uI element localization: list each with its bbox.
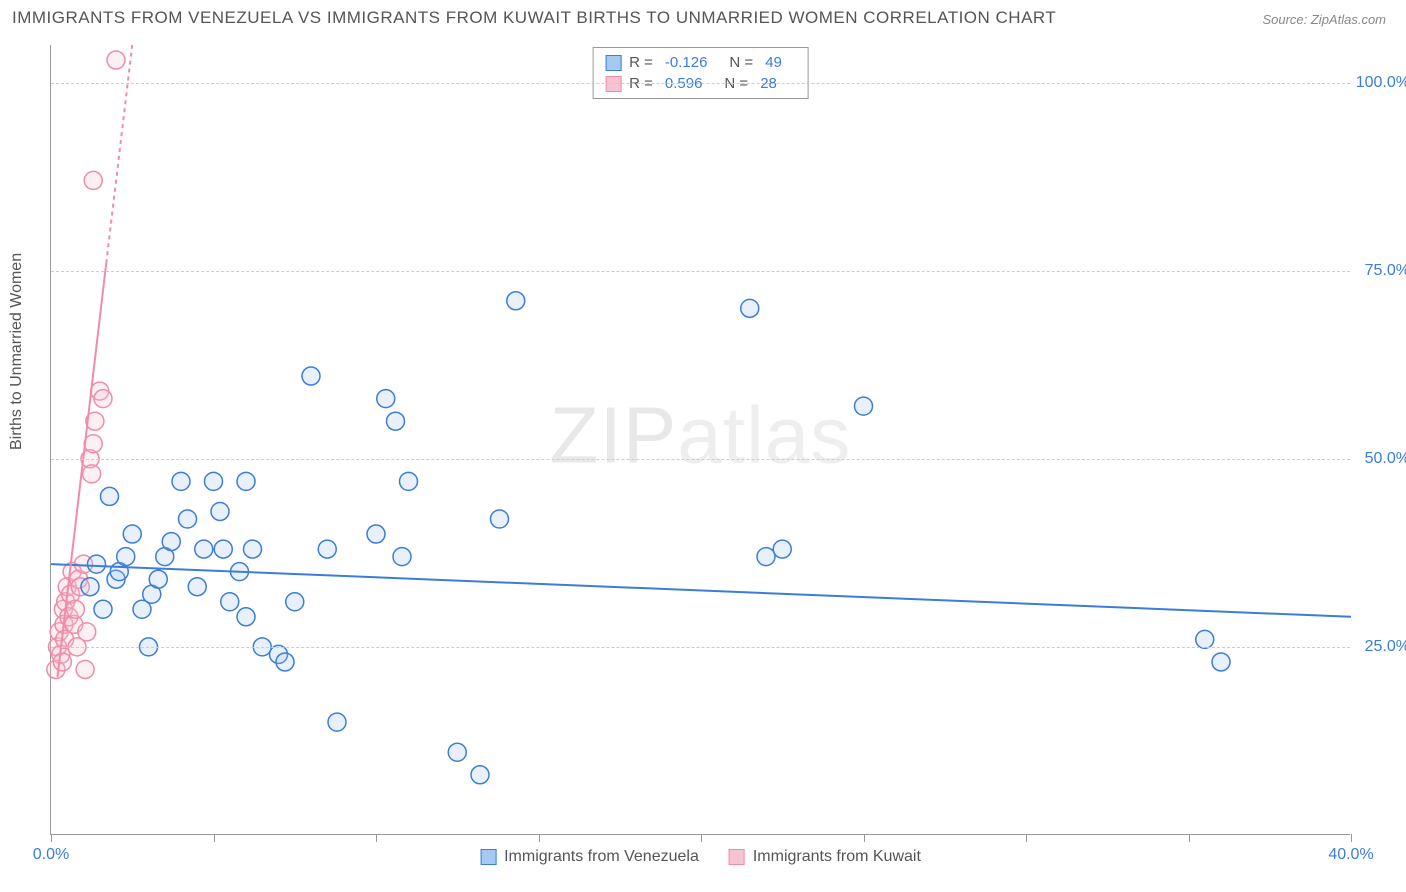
y-tick-label: 25.0% [1355,638,1406,656]
scatter-point [773,540,791,558]
scatter-point [53,653,71,671]
source-label: Source: ZipAtlas.com [1262,12,1386,27]
scatter-point [507,292,525,310]
scatter-point [286,593,304,611]
legend-correlation-box: R = -0.126 N = 49 R = 0.596 N = 28 [592,47,809,99]
scatter-point [76,660,94,678]
x-tick [701,834,702,842]
plot-area: ZIPatlas R = -0.126 N = 49 R = 0.596 N =… [50,45,1350,835]
x-tick [376,834,377,842]
scatter-point [214,540,232,558]
scatter-point [491,510,509,528]
scatter-point [237,608,255,626]
scatter-point [377,390,395,408]
x-tick-label: 0.0% [33,846,69,864]
scatter-point [393,548,411,566]
swatch-venezuela [605,55,621,71]
x-tick [214,834,215,842]
scatter-point [101,487,119,505]
scatter-point [83,465,101,483]
scatter-point [237,472,255,490]
gridline-horizontal [51,459,1350,460]
scatter-point [276,653,294,671]
scatter-point [1196,630,1214,648]
trend-line [106,45,132,263]
y-tick-label: 50.0% [1355,450,1406,468]
scatter-point [244,540,262,558]
scatter-point [162,533,180,551]
scatter-point [367,525,385,543]
x-tick [1189,834,1190,842]
legend-label: Immigrants from Kuwait [753,848,921,866]
scatter-point [195,540,213,558]
y-axis-label: Births to Unmarried Women [8,253,26,450]
scatter-point [117,548,135,566]
scatter-point [757,548,775,566]
stat-n-value: 49 [765,54,782,71]
scatter-point [107,51,125,69]
stat-r-value: -0.126 [665,54,708,71]
scatter-point [400,472,418,490]
stat-n-label: N = [729,54,753,71]
scatter-point [84,435,102,453]
gridline-horizontal [51,647,1350,648]
scatter-point [221,593,239,611]
x-tick [1351,834,1352,842]
y-tick-label: 100.0% [1355,74,1406,92]
scatter-point [471,766,489,784]
legend-label: Immigrants from Venezuela [504,848,699,866]
scatter-point [741,299,759,317]
legend-item-kuwait: Immigrants from Kuwait [729,848,921,866]
scatter-point [387,412,405,430]
x-tick-label: 40.0% [1328,846,1373,864]
legend-row-venezuela: R = -0.126 N = 49 [605,52,796,73]
scatter-point [84,171,102,189]
swatch-venezuela [480,849,496,865]
scatter-point [88,555,106,573]
scatter-point [149,570,167,588]
y-tick-label: 75.0% [1355,262,1406,280]
scatter-point [94,390,112,408]
scatter-point [211,502,229,520]
legend-item-venezuela: Immigrants from Venezuela [480,848,699,866]
x-tick [539,834,540,842]
scatter-point [123,525,141,543]
stat-r-label: R = [629,54,653,71]
scatter-point [78,623,96,641]
scatter-point [448,743,466,761]
scatter-point [855,397,873,415]
swatch-kuwait [729,849,745,865]
scatter-point [188,578,206,596]
scatter-point [302,367,320,385]
scatter-point [318,540,336,558]
gridline-horizontal [51,271,1350,272]
gridline-horizontal [51,83,1350,84]
legend-bottom: Immigrants from Venezuela Immigrants fro… [480,848,921,866]
scatter-point [81,578,99,596]
scatter-point [1212,653,1230,671]
chart-title: IMMIGRANTS FROM VENEZUELA VS IMMIGRANTS … [12,8,1056,28]
scatter-point [205,472,223,490]
x-tick [864,834,865,842]
scatter-point [66,600,84,618]
x-tick [1026,834,1027,842]
scatter-svg [51,45,1350,834]
scatter-point [179,510,197,528]
scatter-point [94,600,112,618]
scatter-point [172,472,190,490]
scatter-point [328,713,346,731]
x-tick [51,834,52,842]
